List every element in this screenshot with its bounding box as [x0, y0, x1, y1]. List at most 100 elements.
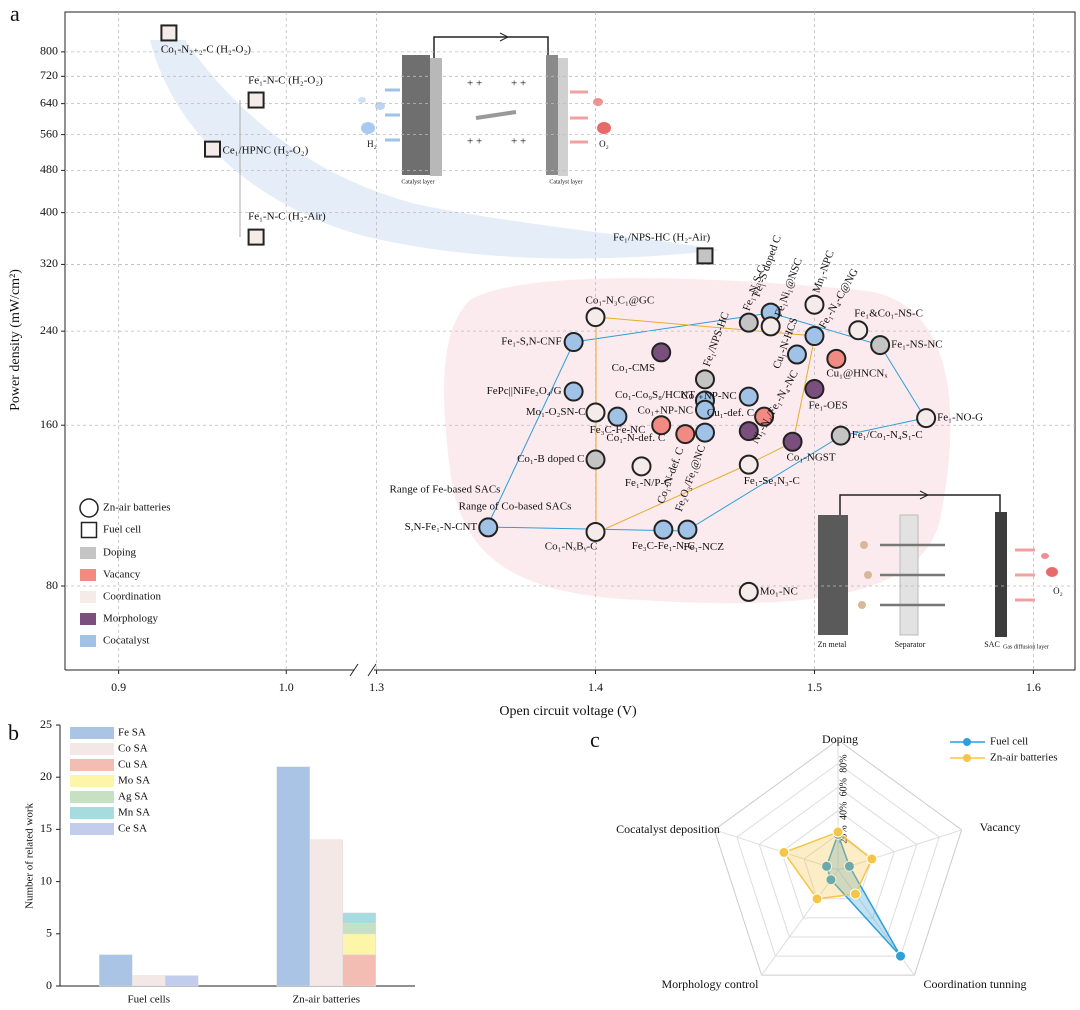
point-label: Fe₁-NS-NC: [891, 339, 943, 351]
radar-ring: [758, 786, 918, 938]
point-label: Fe₁-N-C (H₂-Air): [248, 211, 326, 223]
axis-label: Vacancy: [980, 820, 1021, 834]
radar-point: [895, 950, 907, 962]
bar: [132, 975, 166, 987]
annotation: Catalyst layer: [549, 179, 582, 185]
x-tick-label: 1.5: [807, 680, 822, 694]
radar-spoke: [837, 829, 962, 871]
x-tick-label: Fuel cells: [128, 994, 170, 1006]
annotation: Catalyst layer: [401, 179, 434, 185]
radar-point: [832, 826, 844, 838]
point-label: Mo₁-O₂SN-C: [526, 406, 586, 418]
panel-label: a: [10, 1, 20, 26]
annotation: SAC: [984, 640, 1000, 649]
circle-marker: [585, 307, 606, 328]
axis-label: Morphology control: [662, 977, 760, 991]
radar-point: [843, 860, 855, 872]
circle-marker: [804, 326, 825, 347]
x-axis-label: Open circuit voltage (V): [499, 704, 637, 719]
circle-marker: [694, 399, 715, 420]
point-label: Co₁-Co₉S₈/HCNT: [615, 389, 695, 401]
legend-label: Co SA: [118, 743, 148, 755]
circle-marker: [651, 342, 672, 363]
circle-marker: [478, 517, 499, 538]
circle-marker: [585, 521, 606, 542]
circle-marker: [607, 406, 628, 427]
radar-spoke: [761, 869, 839, 976]
circle-marker: [694, 369, 715, 390]
circle-marker: [653, 519, 674, 540]
legend-swatch: [70, 823, 114, 835]
radar-point: [811, 893, 823, 905]
circle-marker: [738, 386, 759, 407]
circle-marker: [754, 406, 775, 427]
y-tick-label: 10: [40, 873, 52, 887]
circle-marker: [830, 425, 851, 446]
annotation: H₂: [367, 139, 377, 149]
y-tick-label: 25: [40, 717, 52, 731]
circle-marker: [826, 348, 847, 369]
bar: [309, 839, 343, 987]
square-marker: [204, 140, 221, 158]
y-tick-label: 560: [40, 126, 58, 140]
circle-marker: [804, 294, 825, 315]
radar-area: [782, 831, 873, 900]
point-label: Ce₁/HPNC (H₂-O₂): [223, 145, 309, 157]
svg-text:+ +: + +: [511, 136, 526, 148]
point-label: Co₁-NₓBᵧ-C: [545, 540, 598, 552]
legend-label: Coordination: [103, 591, 162, 603]
legend-swatch: [70, 743, 114, 755]
y-tick-label: 160: [40, 417, 58, 431]
fuel-cell-region: [150, 40, 720, 259]
point-label: Fe₁-NO-G: [937, 412, 983, 424]
point-label: Fe₁/NPS-HC (H₂-Air): [613, 231, 711, 243]
legend-label: Cu SA: [118, 759, 148, 771]
radar-point: [778, 846, 790, 858]
legend-label: Fuel cell: [103, 524, 141, 536]
panel-label: b: [8, 720, 19, 745]
r-tick-label: 60%: [838, 778, 849, 796]
point-label: Fe₁-N/P-C: [625, 477, 672, 489]
point-label: Co₁-B doped C: [517, 453, 584, 465]
axis-frame: [64, 11, 1076, 671]
circle-marker: [677, 519, 698, 540]
point-label: Fe₁-OES: [808, 400, 847, 412]
point-label: Co₁-N₃C₁@GC: [586, 295, 655, 307]
circle-marker: [782, 431, 803, 452]
legend-label: Doping: [103, 547, 137, 559]
point-label: Co₁-N₂₊₂-C (H₂-O₂): [161, 43, 251, 55]
square-marker: [696, 247, 714, 265]
y-tick-label: 15: [40, 821, 52, 835]
circle-marker: [870, 335, 891, 356]
annotation: O₂: [599, 139, 609, 149]
point-label: Fe₃C-Fe₁-N-C: [632, 540, 695, 552]
circle-marker: [786, 344, 807, 365]
radar-point: [825, 874, 837, 886]
legend-label: Vacancy: [103, 569, 141, 581]
point-label: Fe₁-N-C (H₂-O₂): [248, 75, 323, 87]
point-label: S,N-Fe₁-N-CNT: [405, 521, 478, 533]
y-axis-label: Power density (mW/cm²): [8, 269, 23, 411]
circle-marker: [651, 415, 672, 436]
point-label: Cu₁@HNCNₓ: [826, 367, 888, 379]
annotation: Gas diffusion layer: [1003, 643, 1049, 650]
fuel-cell-inset: + + + + + + + +: [358, 32, 611, 176]
point-label: Co₁-N-def. C: [606, 432, 665, 444]
co-range: [595, 316, 816, 534]
square-marker: [247, 91, 265, 109]
axis-label: Doping: [822, 732, 858, 746]
axis-label: Coordination tunning: [924, 977, 1027, 991]
axis-label: Cocatalyst deposition: [616, 822, 720, 836]
panel-label: c: [590, 727, 600, 752]
circle-marker: [563, 381, 584, 402]
legend-label: Fe SA: [118, 727, 146, 739]
annotation: Zn metal: [818, 640, 847, 649]
radar-outer: [713, 739, 963, 976]
radar-spoke: [714, 829, 839, 871]
legend-swatch: [70, 727, 114, 739]
point-label: Co₁-NGST: [787, 451, 836, 463]
legend-swatch: [80, 547, 96, 559]
svg-text:+ +: + +: [467, 136, 482, 148]
y-tick-label: 800: [40, 44, 58, 58]
